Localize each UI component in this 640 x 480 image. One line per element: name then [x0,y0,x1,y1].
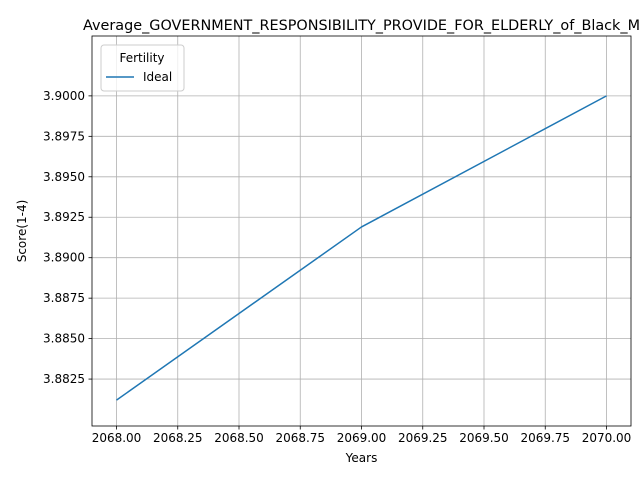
x-tick-label: 2070.00 [582,431,632,445]
y-tick-label: 3.8950 [43,170,85,184]
y-tick-label: 3.8850 [43,332,85,346]
legend-title: Fertility [119,51,164,65]
x-tick-label: 2068.75 [275,431,325,445]
chart-title: Average_GOVERNMENT_RESPONSIBILITY_PROVID… [83,18,640,34]
legend-box [100,44,185,92]
x-tick-label: 2069.75 [520,431,570,445]
x-tick-label: 2069.25 [398,431,448,445]
y-tick-label: 3.8900 [43,251,85,265]
y-tick-label: 3.8825 [43,372,85,386]
x-tick-label: 2069.00 [337,431,387,445]
axis-ticks: 2068.00 2068.25 2068.50 2068.75 2069.00 2069.… [43,89,631,445]
series-line-ideal [116,95,607,401]
x-tick-label: 2068.00 [92,431,142,445]
series-layer [116,95,607,401]
x-axis-label: Years [345,451,378,465]
x-tick-label: 2069.50 [459,431,509,445]
y-tick-label: 3.8875 [43,291,85,305]
x-tick-label: 2068.25 [153,431,203,445]
y-axis-label: Score(1-4) [15,200,29,263]
x-tick-label: 2068.50 [214,431,264,445]
legend: Fertility Ideal [100,44,185,92]
y-tick-label: 3.8925 [43,210,85,224]
y-tick-label: 3.8975 [43,129,85,143]
grid [92,36,631,426]
y-tick-label: 3.9000 [43,89,85,103]
legend-label: Ideal [143,70,172,84]
